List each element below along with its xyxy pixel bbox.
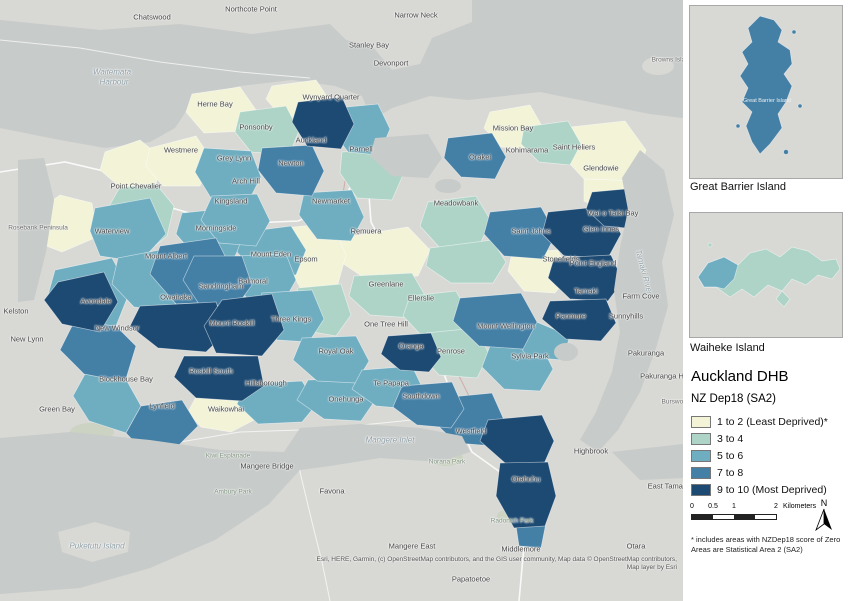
choropleth-region bbox=[380, 332, 442, 373]
choropleth-region bbox=[392, 381, 465, 429]
waiheke-west-area bbox=[697, 256, 739, 290]
great-barrier-island-shape bbox=[739, 15, 793, 155]
choropleth-region bbox=[129, 301, 228, 353]
legend-label: 7 to 8 bbox=[717, 466, 744, 479]
scale-tick: 0.5 bbox=[708, 503, 718, 510]
basemap-canvas bbox=[0, 0, 683, 601]
inset-caption-waiheke: Waiheke Island bbox=[690, 342, 765, 354]
map-attribution: Esri, HERE, Garmin, (c) OpenStreetMap co… bbox=[247, 556, 677, 572]
legend-item: 3 to 4 bbox=[691, 430, 828, 447]
north-shore-land bbox=[0, 0, 472, 70]
legend-swatch bbox=[691, 415, 711, 428]
north-arrow-right bbox=[824, 509, 832, 530]
attribution-line: Esri, HERE, Garmin, (c) OpenStreetMap co… bbox=[316, 556, 677, 563]
inset-caption-great-barrier: Great Barrier Island bbox=[690, 181, 786, 193]
scale-tick: 2 bbox=[774, 503, 778, 510]
north-arrow-left bbox=[815, 508, 825, 532]
choropleth-layer bbox=[31, 79, 650, 549]
legend-swatch bbox=[691, 483, 711, 496]
legend-label: 3 to 4 bbox=[717, 432, 744, 445]
attribution-line: Map layer by Esri bbox=[626, 564, 677, 572]
legend-label: 9 to 10 (Most Deprived) bbox=[717, 483, 827, 496]
scale-segment bbox=[713, 515, 734, 519]
inset-great-barrier[interactable]: Great Barrier Island bbox=[689, 5, 843, 179]
choropleth-region bbox=[443, 132, 507, 180]
inset-waiheke[interactable] bbox=[689, 212, 843, 338]
north-label: N bbox=[821, 498, 828, 508]
scale-segment bbox=[755, 515, 776, 519]
islet bbox=[707, 242, 713, 248]
legend-swatch bbox=[691, 466, 711, 479]
legend-subtitle: NZ Dep18 (SA2) bbox=[691, 393, 777, 405]
legend-item: 5 to 6 bbox=[691, 447, 828, 464]
choropleth-region bbox=[43, 271, 119, 333]
legend-item: 7 to 8 bbox=[691, 464, 828, 481]
scale-bar-line bbox=[691, 514, 777, 520]
choropleth-region bbox=[200, 193, 271, 247]
islet bbox=[791, 29, 797, 35]
choropleth-region bbox=[483, 206, 557, 260]
choropleth-region bbox=[520, 120, 582, 166]
scale-bar: 0 0.5 1 2 Kilometers bbox=[690, 503, 816, 529]
islet bbox=[783, 149, 789, 155]
choropleth-region bbox=[173, 355, 265, 402]
choropleth-region bbox=[145, 135, 213, 187]
footnote-line: * includes areas with NZDep18 score of Z… bbox=[691, 535, 841, 544]
legend-item: 1 to 2 (Least Deprived)* bbox=[691, 413, 828, 430]
scale-segment bbox=[692, 515, 713, 519]
choropleth-region bbox=[298, 189, 365, 242]
gbi-island-label: Great Barrier Island bbox=[743, 98, 791, 104]
legend-title: Auckland DHB bbox=[691, 368, 789, 385]
scale-segment bbox=[734, 515, 755, 519]
side-panel: Great Barrier Island Great Barrier Islan… bbox=[683, 0, 850, 601]
choropleth-region bbox=[541, 298, 617, 342]
legend-swatch bbox=[691, 449, 711, 462]
islet bbox=[797, 103, 803, 109]
scale-tick: 0 bbox=[690, 503, 694, 510]
legend-label: 1 to 2 (Least Deprived)* bbox=[717, 415, 828, 428]
browns-island bbox=[642, 57, 674, 75]
choropleth-region bbox=[203, 293, 285, 357]
choropleth-region bbox=[291, 96, 355, 150]
north-arrow: N bbox=[815, 498, 832, 532]
gbi-inset-canvas bbox=[735, 15, 803, 155]
legend-item: 9 to 10 (Most Deprived) bbox=[691, 481, 828, 498]
choropleth-region bbox=[547, 254, 624, 302]
choropleth-region bbox=[495, 461, 557, 529]
legend-swatch bbox=[691, 432, 711, 445]
legend: 1 to 2 (Least Deprived)* 3 to 4 5 to 6 7 to… bbox=[691, 413, 828, 498]
islet bbox=[735, 123, 741, 129]
water-details bbox=[0, 134, 683, 594]
waiheke-inset-canvas bbox=[697, 242, 841, 308]
choropleth-region bbox=[59, 321, 137, 383]
legend-label: 5 to 6 bbox=[717, 449, 744, 462]
choropleth-region bbox=[452, 292, 538, 350]
waiheke-peninsula bbox=[775, 290, 791, 308]
scale-unit: Kilometers bbox=[783, 503, 817, 510]
footnote-line: Areas are Statistical Area 2 (SA2) bbox=[691, 544, 803, 554]
legend-footnote: * includes areas with NZDep18 score of Z… bbox=[691, 535, 843, 555]
choropleth-region bbox=[236, 380, 318, 425]
waiheke-island-shape bbox=[697, 246, 841, 298]
main-map[interactable]: Chatswood Northcote Point Narrow Neck Stanl… bbox=[0, 0, 683, 601]
scale-tick: 1 bbox=[732, 503, 736, 510]
